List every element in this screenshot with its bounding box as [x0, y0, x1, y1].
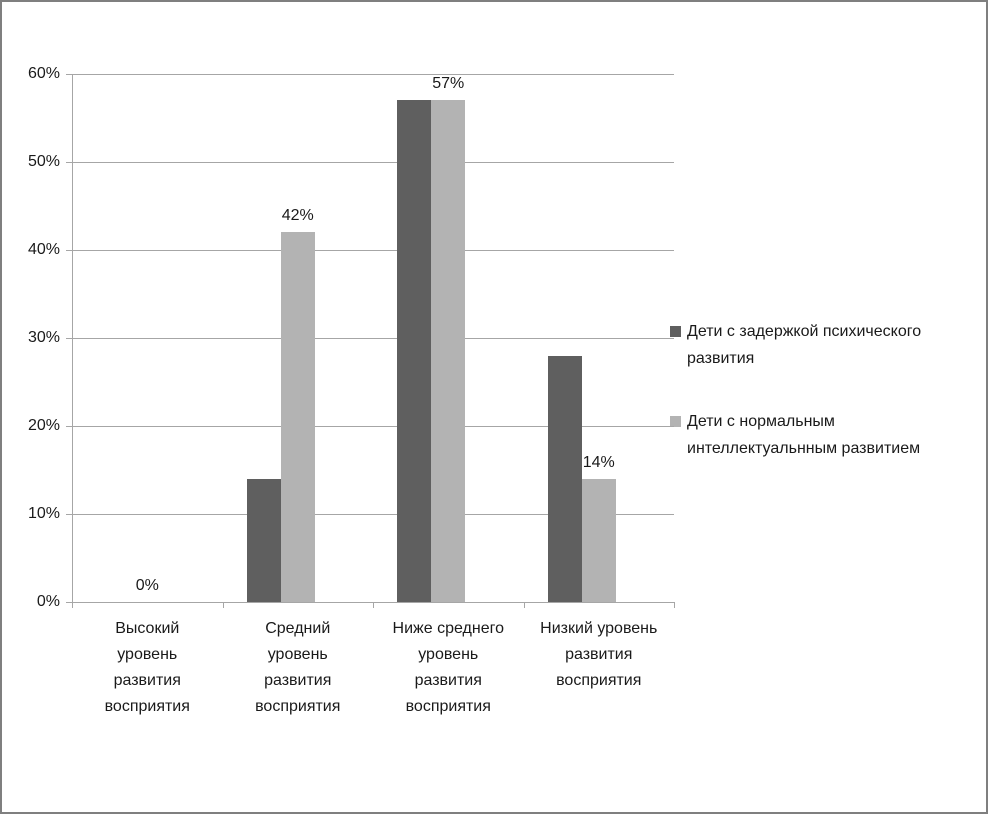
gridline [66, 338, 674, 339]
legend-swatch [670, 326, 681, 337]
x-axis-tick [674, 602, 675, 608]
y-tick-label: 30% [27, 329, 60, 346]
bar-dark-series [246, 478, 281, 602]
bar-light-series [581, 478, 616, 602]
bar-value-label: 0% [135, 577, 159, 594]
bar-value-label: 42% [281, 207, 314, 225]
legend: Дети с задержкой психического развития Де… [670, 318, 986, 498]
bar-value-label: 14% [582, 453, 615, 471]
bar-dark-series [547, 355, 582, 602]
x-axis-tick [523, 602, 525, 608]
bar-light-series [431, 100, 466, 602]
gridline [66, 162, 674, 163]
y-tick-label: 0% [36, 593, 60, 610]
x-category-label: Ниже среднего уровень развития восприяти… [392, 620, 504, 715]
legend-item: Дети с нормальным интеллектуальнным разв… [670, 408, 986, 462]
y-tick-label: 50% [27, 153, 60, 170]
legend-label: Дети с нормальным интеллектуальнным разв… [687, 413, 921, 457]
x-axis-tick [373, 602, 374, 608]
y-tick-label: 60% [27, 65, 60, 82]
gridline [66, 250, 674, 251]
y-axis-line [72, 74, 73, 602]
gridline [66, 426, 674, 427]
x-category-label: Средний уровень развития восприятия [255, 620, 341, 715]
bar-light-series [280, 232, 315, 602]
x-axis-tick [72, 602, 73, 608]
bar-value-label: 57% [432, 75, 465, 93]
bar-dark-series [397, 100, 432, 602]
gridline [66, 74, 674, 75]
x-axis-line [66, 602, 674, 603]
x-category-label: Низкий уровень развития восприятия [540, 620, 658, 689]
gridline [66, 514, 674, 515]
y-tick-label: 10% [27, 505, 60, 522]
y-tick-label: 20% [27, 417, 60, 434]
legend-item: Дети с задержкой психического развития [670, 318, 986, 372]
legend-swatch [670, 416, 681, 427]
y-tick-label: 40% [27, 241, 60, 258]
legend-label: Дети с задержкой психического развития [687, 323, 922, 367]
x-category-label: Высокий уровень развития восприятия [104, 620, 190, 715]
x-axis-tick [222, 602, 224, 608]
